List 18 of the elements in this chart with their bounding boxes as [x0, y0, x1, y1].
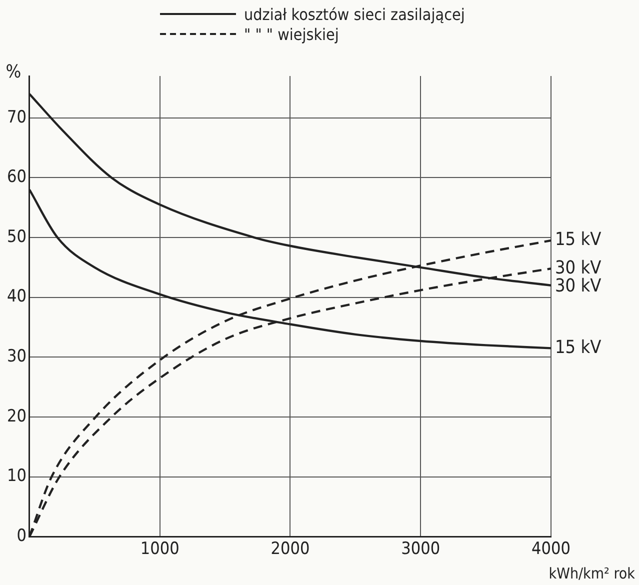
x-axis-title: kWh/km² rok — [548, 564, 636, 582]
y-tick-label: 10 — [6, 466, 26, 486]
series-label: 15 kV — [555, 336, 602, 358]
y-tick-label: 30 — [6, 346, 26, 367]
y-tick-label: 20 — [6, 406, 26, 426]
x-tick-label: 1000 — [140, 539, 180, 560]
y-tick-label: 70 — [6, 107, 26, 128]
x-tick-label: 4000 — [532, 539, 570, 560]
y-tick-label: 50 — [6, 226, 26, 247]
x-tick-label: 2000 — [270, 539, 310, 560]
x-tick-label: 3000 — [401, 539, 440, 560]
series-label: 15 kV — [555, 229, 602, 250]
y-tick-label: 40 — [6, 286, 26, 307]
text: udział kosztów sieci zasilającej — [244, 4, 465, 24]
y-tick-label: 0 — [16, 526, 26, 546]
text: " " " wiejskiej — [244, 24, 339, 44]
y-axis-title: % — [6, 62, 22, 83]
y-tick-label: 60 — [6, 167, 26, 188]
